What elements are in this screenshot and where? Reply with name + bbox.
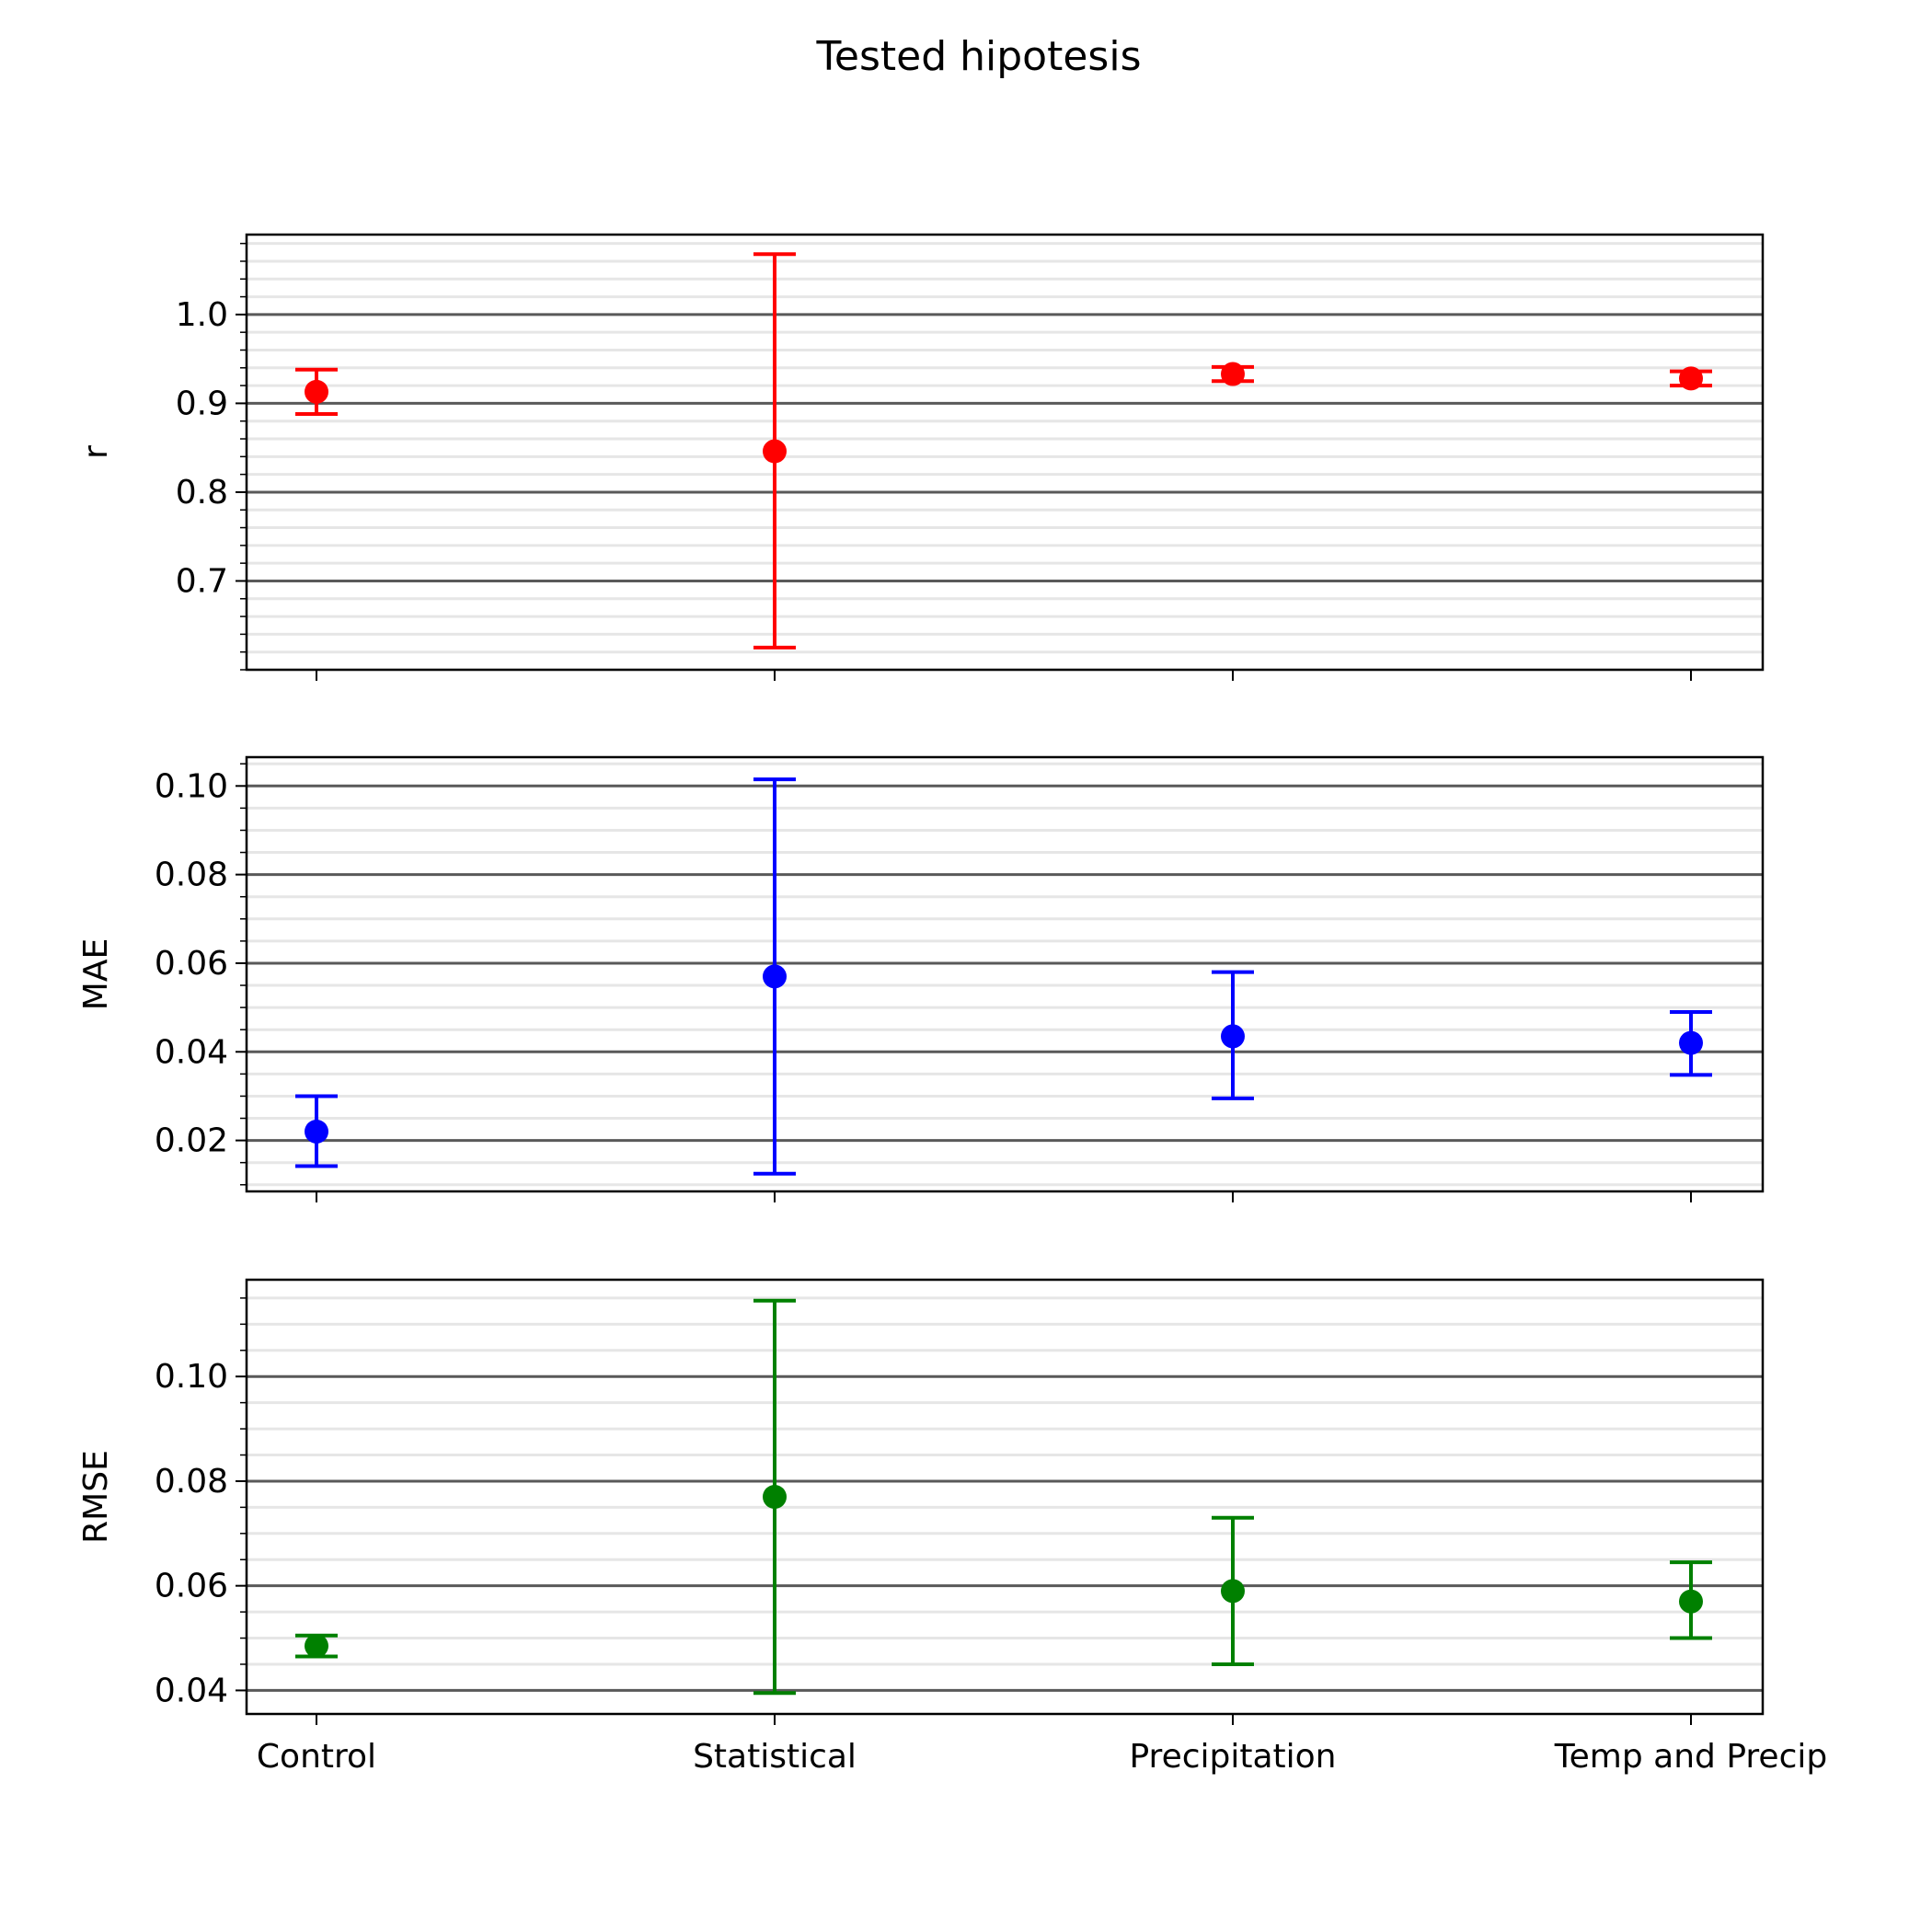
errorbar-control <box>295 367 338 416</box>
data-point <box>763 1485 787 1509</box>
ytick-label: 0.04 <box>155 1033 228 1071</box>
ylabel: r <box>77 445 115 459</box>
data-point <box>305 379 328 404</box>
errorbar-statistical <box>753 252 796 650</box>
data-point <box>763 439 787 464</box>
xtick-label: Precipitation <box>1129 1738 1336 1776</box>
xtick-label: Control <box>257 1738 376 1776</box>
panel-mae: 0.02 0.04 0.06 0.08 0.10 MAE <box>77 755 1765 1202</box>
errorbar-temp-and-precip <box>1670 366 1712 391</box>
data-point <box>1679 366 1703 391</box>
ytick-label: 0.08 <box>155 857 228 894</box>
ytick-label: 0.9 <box>176 385 228 422</box>
errorbar-temp-and-precip <box>1670 1560 1712 1640</box>
data-point <box>1679 1030 1703 1055</box>
ytick-label: 0.10 <box>155 767 228 805</box>
errorbar-control <box>295 1633 338 1659</box>
data-point <box>1221 1579 1245 1604</box>
errorbar-control <box>295 1094 338 1168</box>
errorbar-precipitation <box>1212 1515 1254 1666</box>
ytick-label: 0.06 <box>155 945 228 983</box>
panel-rmse: 0.04 0.06 0.08 0.10 RMSE Control Statistical Pr… <box>77 1278 1827 1776</box>
errorbar-precipitation <box>1212 970 1254 1100</box>
panel-r: 0.7 0.8 0.9 1.0 r <box>77 233 1765 681</box>
ytick-label: 0.04 <box>155 1672 228 1709</box>
data-point <box>305 1634 328 1659</box>
ytick-label: 0.06 <box>155 1568 228 1605</box>
errorbar-precipitation <box>1212 362 1254 386</box>
figure-title: Tested hipotesis <box>816 33 1142 80</box>
ytick-label: 1.0 <box>176 296 228 334</box>
ytick-label: 0.8 <box>176 474 228 512</box>
data-point <box>763 964 787 989</box>
axes-frame <box>245 233 1765 672</box>
ytick-label: 0.10 <box>155 1358 228 1396</box>
data-point <box>1221 362 1245 386</box>
data-point <box>305 1119 328 1144</box>
xtick-label: Statistical <box>693 1738 857 1776</box>
ytick-label: 0.08 <box>155 1463 228 1501</box>
ylabel: RMSE <box>77 1450 115 1544</box>
data-point <box>1221 1024 1245 1049</box>
data-point <box>1679 1589 1703 1614</box>
errorbar-statistical <box>753 1298 796 1696</box>
errorbar-statistical <box>753 777 796 1176</box>
errorbar-temp-and-precip <box>1670 1009 1712 1077</box>
ytick-label: 0.7 <box>176 562 228 600</box>
ytick-label: 0.02 <box>155 1122 228 1160</box>
ylabel: MAE <box>77 938 115 1010</box>
axes-frame <box>245 1278 1765 1716</box>
xtick-label: Temp and Precip <box>1554 1738 1827 1776</box>
axes-frame <box>245 755 1765 1193</box>
